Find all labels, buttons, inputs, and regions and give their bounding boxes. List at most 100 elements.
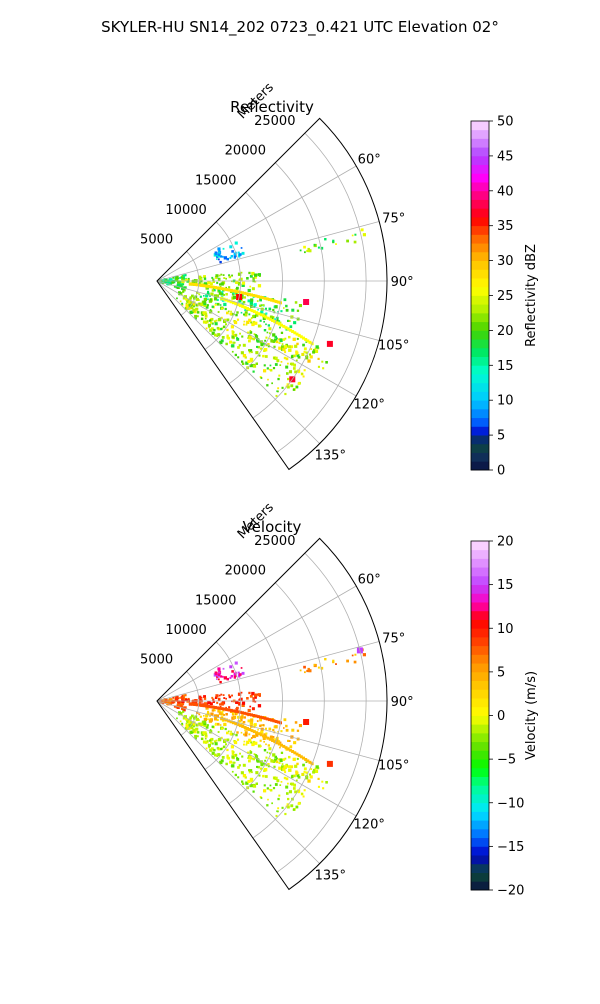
colorbar-swatch <box>471 164 489 174</box>
colorbar-swatch <box>471 199 489 209</box>
echo-line-gate <box>257 732 261 736</box>
echo-gate <box>238 283 241 286</box>
echo-gate <box>223 277 226 279</box>
echo-gate <box>241 722 244 725</box>
echo-gate <box>313 768 316 772</box>
echo-gate <box>192 303 196 306</box>
echo-gate <box>223 714 225 716</box>
colorbar-swatch <box>471 278 489 288</box>
echo-gate <box>296 762 299 766</box>
azimuth-gridline <box>156 165 357 282</box>
echo-gate <box>293 741 297 745</box>
echo-gate <box>283 307 285 309</box>
echo-line-gate <box>193 283 197 286</box>
echo-gate <box>181 277 184 280</box>
echo-gate <box>207 718 209 721</box>
echo-gate <box>257 765 260 769</box>
echo-gate <box>240 311 243 314</box>
echo-gate <box>305 351 308 354</box>
echo-gate <box>204 314 207 317</box>
colorbar-tick-label: 5 <box>497 429 505 444</box>
echo-gate <box>288 765 291 768</box>
colorbar-swatch <box>471 750 489 760</box>
echo-gate <box>237 776 240 779</box>
echo-gate <box>256 765 258 768</box>
echo-line-gate <box>274 300 278 303</box>
echo-gate <box>263 789 267 793</box>
echo-gate <box>231 670 234 673</box>
echo-gate <box>252 790 255 793</box>
colorbar-swatch <box>471 636 489 647</box>
echo-gate <box>244 311 248 315</box>
echo-line-gate <box>291 330 295 333</box>
range-tick-label: 25000 <box>254 534 295 549</box>
echo-gate <box>293 784 296 787</box>
echo-gate <box>185 717 188 721</box>
colorbar-swatch <box>471 435 489 445</box>
echo-gate <box>227 336 230 340</box>
echo-line-gate <box>304 338 308 341</box>
echo-gate <box>256 758 260 762</box>
echo-gate <box>254 280 257 283</box>
echo-gate <box>181 695 185 699</box>
echo-gate <box>288 790 292 794</box>
echo-gate <box>310 768 313 770</box>
echo-line-gate <box>213 286 217 289</box>
echo-gate <box>234 320 238 325</box>
echo-gate <box>170 700 174 704</box>
echo-gate <box>208 746 210 749</box>
echo-gate <box>295 385 299 389</box>
range-ring <box>228 612 283 805</box>
echo-gate <box>320 246 324 250</box>
echo-gate <box>170 278 173 281</box>
colorbar-swatch <box>471 794 489 804</box>
echo-line-gate <box>236 290 240 294</box>
echo-gate <box>216 746 220 750</box>
echo-gate <box>254 321 258 325</box>
echo-gate <box>291 782 294 786</box>
echo-gate <box>232 295 236 300</box>
echo-layer <box>157 647 366 817</box>
echo-gate <box>215 739 218 742</box>
echo-gate <box>219 340 223 345</box>
echo-gate <box>309 355 313 359</box>
echo-line-gate <box>207 284 211 288</box>
colorbar-swatch <box>471 863 489 873</box>
echo-gate <box>351 654 354 657</box>
echo-gate <box>272 728 275 732</box>
echo-gate <box>181 275 185 279</box>
echo-gate <box>240 731 243 734</box>
colorbar-swatch <box>471 304 489 314</box>
colorbar: 0 5 10 15 20 25 30 35 40 45 50 Reflectivity dBZ <box>470 115 539 479</box>
echo-gate <box>182 283 185 286</box>
echo-gate <box>277 797 280 801</box>
echo-gate <box>332 239 335 242</box>
echo-gate <box>237 346 240 349</box>
echo-gate <box>231 764 235 768</box>
echo-gate <box>230 745 234 749</box>
echo-gate <box>196 311 200 314</box>
echo-gate <box>302 795 305 798</box>
echo-gate <box>282 338 286 341</box>
echo-gate <box>206 740 209 743</box>
echo-gate <box>257 704 262 708</box>
echo-gate <box>232 341 235 344</box>
echo-line-gate <box>236 303 240 307</box>
echo-speck <box>303 719 310 725</box>
echo-gate <box>232 715 236 720</box>
colorbar-tick-label: −5 <box>497 753 516 768</box>
echo-gate <box>274 356 278 360</box>
echo-gate <box>205 312 208 315</box>
echo-line-gate <box>191 282 195 286</box>
echo-gate <box>244 313 248 317</box>
echo-gate <box>296 757 299 760</box>
echo-gate <box>200 317 204 320</box>
colorbar-label: Velocity (m/s) <box>524 671 539 760</box>
echo-gate <box>264 727 267 730</box>
echo-gate <box>283 298 287 302</box>
echo-gate <box>229 312 232 316</box>
echo-gate <box>301 773 304 776</box>
echo-gate <box>263 349 266 352</box>
echo-gate <box>241 755 244 758</box>
